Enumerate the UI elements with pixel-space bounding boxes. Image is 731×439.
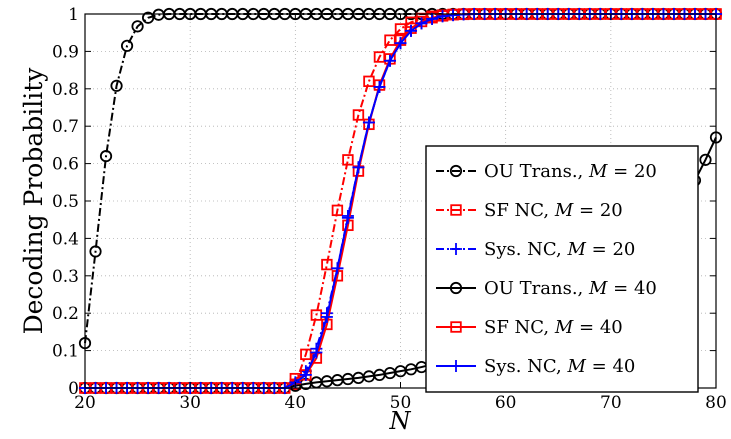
data-point — [383, 54, 396, 67]
data-point — [447, 9, 460, 22]
data-point — [310, 309, 323, 321]
data-point — [384, 34, 396, 46]
data-point — [405, 24, 418, 37]
legend-label: Sys. NC, M = 40 — [484, 356, 635, 377]
y-tick-label: 0.2 — [52, 304, 79, 324]
data-point — [341, 211, 354, 224]
data-point — [99, 150, 113, 163]
y-tick-label: 0.6 — [52, 155, 79, 175]
data-point — [352, 161, 365, 174]
data-point — [362, 116, 375, 129]
x-tick-label: 70 — [600, 393, 622, 413]
data-point — [436, 10, 449, 23]
legend-entry-1: OU Trans., M = 20 — [436, 161, 657, 182]
data-point — [120, 39, 134, 52]
data-point — [110, 79, 123, 92]
x-axis-label: N — [389, 407, 412, 435]
y-tick-label: 0.3 — [52, 267, 79, 287]
x-tick-label: 50 — [390, 393, 412, 413]
y-tick-label: 0.1 — [52, 342, 79, 362]
data-point — [299, 368, 312, 381]
y-tick-label: 0.4 — [52, 229, 79, 249]
y-tick-label: 1 — [68, 5, 79, 25]
data-point — [142, 11, 155, 24]
data-point — [131, 20, 144, 33]
legend-label: SF NC, M = 20 — [484, 200, 623, 221]
data-point — [342, 154, 354, 166]
data-point — [373, 80, 386, 93]
data-point — [373, 51, 386, 63]
data-point — [415, 17, 428, 30]
data-point — [331, 204, 344, 217]
legend-entry-2: SF NC, M = 20 — [436, 200, 623, 221]
y-tick-label: 0.7 — [52, 117, 79, 137]
x-tick-label: 60 — [495, 393, 517, 413]
legend-marker — [450, 321, 462, 333]
legend: OU Trans., M = 20 SF NC, M = 20 Sys. NC, M… — [425, 145, 699, 393]
data-point — [394, 37, 407, 50]
legend-marker — [450, 360, 462, 372]
data-point — [310, 346, 323, 359]
data-point — [426, 12, 439, 25]
legend-entry-4: OU Trans., M = 40 — [436, 278, 657, 299]
legend-marker — [450, 243, 462, 255]
legend-label: Sys. NC, M = 20 — [484, 239, 635, 260]
y-tick-label: 0.5 — [52, 192, 79, 212]
y-tick-label: 0.8 — [52, 80, 79, 100]
y-tick-label: 0.9 — [52, 42, 79, 62]
legend-marker — [450, 204, 462, 216]
data-point — [363, 75, 375, 88]
legend-entry-3: Sys. NC, M = 20 — [436, 239, 635, 260]
data-point — [321, 258, 333, 271]
x-tick-label: 40 — [285, 393, 307, 413]
axis-ticks: 20 30 40 50 60 70 80 0 0.1 0.2 0.3 0.4 0.5 0.6 0.7 0.8 0… — [52, 5, 727, 413]
data-point — [331, 262, 344, 275]
data-point — [300, 348, 312, 361]
legend-box — [425, 145, 699, 393]
x-tick-label: 80 — [705, 393, 727, 413]
y-axis-label: Decoding Probability — [19, 67, 48, 335]
legend-marker — [449, 164, 463, 178]
legend-label: OU Trans., M = 40 — [484, 278, 657, 299]
legend-entry-5: SF NC, M = 40 — [436, 317, 623, 338]
legend-entry-6: Sys. NC, M = 40 — [436, 356, 635, 377]
data-point — [89, 245, 102, 258]
legend-label: SF NC, M = 40 — [484, 317, 623, 338]
legend-label: OU Trans., M = 20 — [484, 161, 657, 182]
data-point — [352, 109, 365, 121]
y-tick-label: 0 — [68, 379, 79, 399]
data-point — [394, 23, 407, 35]
legend-marker — [449, 281, 463, 295]
data-point — [320, 310, 333, 323]
x-tick-label: 30 — [179, 393, 201, 413]
data-point — [699, 153, 712, 166]
x-tick-label: 20 — [74, 393, 96, 413]
